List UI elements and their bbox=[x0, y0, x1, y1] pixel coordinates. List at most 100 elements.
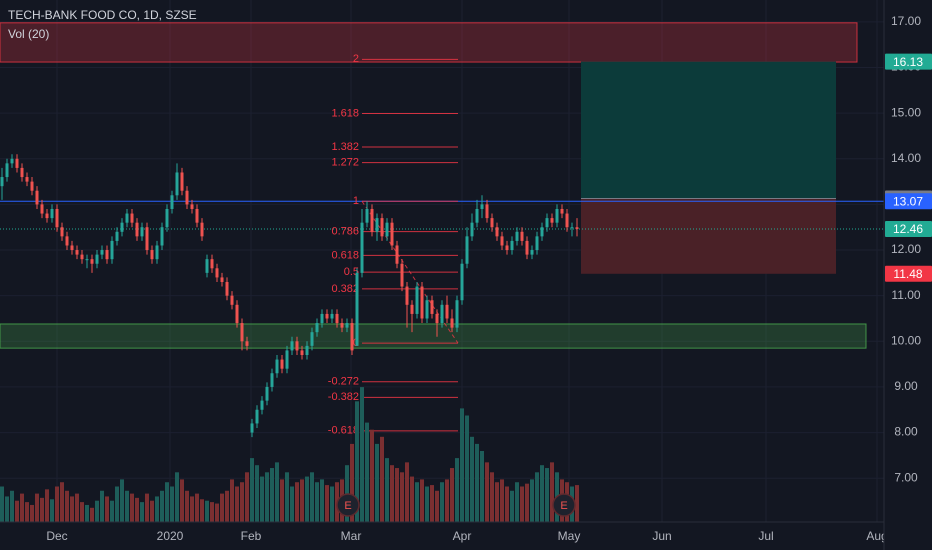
volume-bar bbox=[305, 476, 309, 522]
volume-bar bbox=[385, 458, 389, 522]
candle-body bbox=[320, 313, 324, 324]
volume-bar bbox=[420, 479, 424, 522]
candle-body bbox=[170, 195, 174, 209]
volume-bar bbox=[380, 436, 384, 522]
candle-body bbox=[300, 350, 304, 355]
fib-label: 1.382 bbox=[331, 141, 359, 153]
x-tick-label: Apr bbox=[453, 529, 472, 543]
candle-body bbox=[390, 222, 394, 246]
chart-title: TECH-BANK FOOD CO, 1D, SZSE bbox=[8, 8, 197, 22]
volume-bar bbox=[110, 500, 114, 522]
candle-body bbox=[500, 236, 504, 246]
volume-bar bbox=[255, 465, 259, 522]
x-tick-label: May bbox=[558, 529, 581, 543]
volume-bar bbox=[85, 504, 89, 522]
candle-body bbox=[410, 304, 414, 314]
candle-body bbox=[565, 213, 569, 228]
volume-bar bbox=[325, 485, 329, 522]
volume-bar bbox=[135, 497, 139, 522]
volume-bar bbox=[0, 486, 4, 522]
candle-body bbox=[485, 204, 489, 219]
candle-body bbox=[5, 163, 9, 178]
candle-body bbox=[430, 300, 434, 314]
earnings-marker[interactable] bbox=[336, 493, 360, 517]
y-tick-label: 14.00 bbox=[891, 151, 921, 165]
volume-bar bbox=[295, 482, 299, 522]
volume-bar bbox=[285, 472, 289, 522]
fib-label: 0.382 bbox=[331, 283, 359, 295]
candle-body bbox=[290, 341, 294, 351]
y-tick-label: 10.00 bbox=[891, 333, 921, 347]
volume-bar bbox=[45, 489, 49, 522]
candle-body bbox=[550, 218, 554, 223]
earnings-marker[interactable] bbox=[552, 493, 576, 517]
candle-body bbox=[415, 286, 419, 314]
volume-bar bbox=[405, 462, 409, 522]
candle-body bbox=[285, 350, 289, 369]
candle-body bbox=[445, 304, 449, 319]
zone[interactable] bbox=[0, 323, 867, 349]
volume-bar bbox=[225, 490, 229, 522]
volume-bar bbox=[410, 476, 414, 522]
candle-body bbox=[70, 245, 74, 251]
volume-bar bbox=[430, 485, 434, 522]
candle-body bbox=[395, 245, 399, 264]
candle-body bbox=[440, 304, 444, 324]
y-tick-label: 11.00 bbox=[891, 288, 920, 302]
volume-bar bbox=[550, 462, 554, 522]
price-tag-label: 16.13 bbox=[893, 55, 923, 69]
volume-bar bbox=[310, 472, 314, 522]
candle-body bbox=[230, 295, 234, 305]
volume-bar bbox=[445, 479, 449, 522]
volume-bar bbox=[175, 472, 179, 522]
volume-bar bbox=[300, 479, 304, 522]
volume-bar bbox=[90, 507, 94, 522]
candle-body bbox=[85, 259, 89, 261]
volume-bar bbox=[130, 493, 134, 522]
loss-area[interactable] bbox=[581, 198, 836, 274]
volume-bar bbox=[475, 443, 479, 522]
volume-bar bbox=[270, 468, 274, 522]
volume-bar bbox=[450, 468, 454, 522]
candle-body bbox=[495, 227, 499, 237]
volume-bar bbox=[435, 490, 439, 522]
candle-body bbox=[205, 259, 209, 273]
candle-body bbox=[115, 231, 119, 241]
profit-area[interactable] bbox=[581, 61, 836, 199]
candle-body bbox=[75, 250, 79, 255]
candle-body bbox=[155, 245, 159, 260]
candle-body bbox=[50, 208, 54, 219]
x-tick-label: 2020 bbox=[157, 529, 184, 543]
volume-bar bbox=[395, 468, 399, 522]
candle-body bbox=[250, 423, 254, 433]
candle-body bbox=[340, 323, 344, 328]
candle-body bbox=[195, 208, 199, 223]
zone[interactable] bbox=[0, 22, 858, 63]
price-tag-label: 13.07 bbox=[893, 194, 923, 208]
volume-bar bbox=[40, 497, 44, 522]
plot-area: 21.6181.3821.27210.7860.6180.50.3820-0.2… bbox=[0, 0, 888, 543]
volume-bar bbox=[60, 482, 64, 522]
volume-bar bbox=[5, 496, 9, 522]
volume-bar bbox=[245, 472, 249, 522]
volume-bar bbox=[145, 493, 149, 522]
volume-bar bbox=[100, 490, 104, 522]
volume-bar bbox=[195, 493, 199, 522]
volume-bar bbox=[330, 486, 334, 522]
candle-body bbox=[175, 172, 179, 196]
volume-bar bbox=[485, 462, 489, 522]
earnings-label: E bbox=[344, 500, 351, 512]
candle-body bbox=[510, 240, 514, 251]
fib-label: -0.618 bbox=[328, 425, 359, 437]
candle-body bbox=[540, 227, 544, 237]
price-tag bbox=[885, 265, 932, 282]
volume-bar bbox=[425, 486, 429, 522]
volume-bar bbox=[370, 429, 374, 522]
candle-body bbox=[100, 250, 104, 255]
candle-body bbox=[535, 236, 539, 251]
candle-body bbox=[185, 190, 189, 205]
volume-bar bbox=[495, 482, 499, 522]
volume-bar bbox=[35, 493, 39, 522]
candle-body bbox=[515, 231, 519, 241]
